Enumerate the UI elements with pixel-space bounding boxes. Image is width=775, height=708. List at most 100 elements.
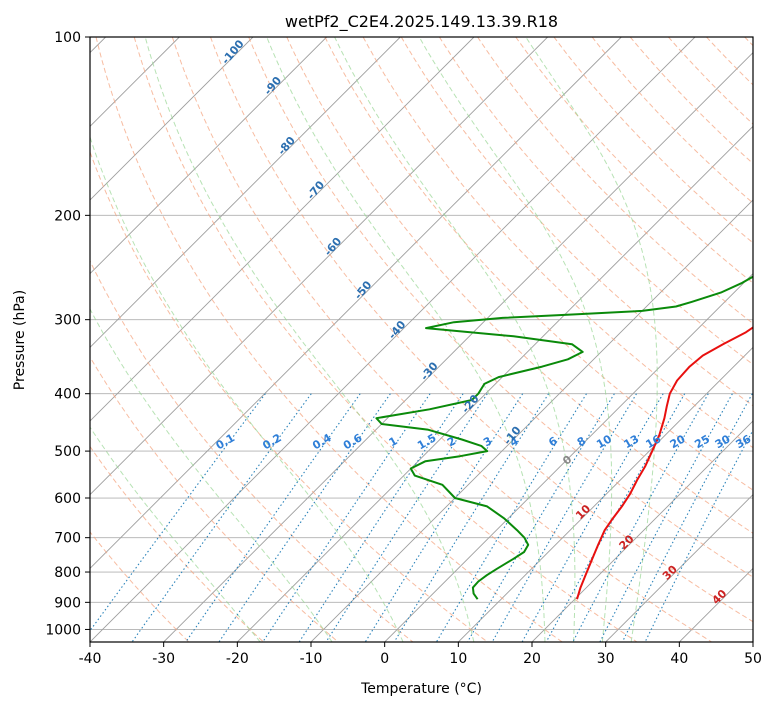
mixing-ratio-line	[218, 393, 391, 642]
isotherm-line	[752, 641, 753, 642]
moist-adiabat	[144, 37, 475, 642]
dry-adiabat	[210, 37, 753, 623]
isotherm-line	[90, 37, 254, 201]
y-tick-label: 700	[54, 531, 81, 547]
isotherm-line	[531, 420, 753, 642]
isotherm-line	[90, 37, 622, 569]
isotherm-line	[458, 346, 753, 642]
dry-adiabat-label: -70	[304, 178, 327, 202]
isotherm-line	[237, 125, 753, 642]
mixing-ratio-label: 36	[733, 432, 753, 451]
dry-adiabat	[706, 37, 753, 86]
dry-adiabat	[515, 37, 753, 284]
isotherm-label: 40	[709, 587, 729, 607]
moist-adiabat	[418, 37, 613, 642]
isotherm-line	[679, 567, 753, 642]
dry-adiabat	[400, 37, 753, 407]
mixing-ratio-label: 0.2	[260, 431, 283, 452]
mixing-ratio-line	[393, 393, 550, 642]
dry-adiabat-label: -20	[459, 392, 482, 416]
x-tick-label: 0	[380, 651, 389, 667]
mixing-ratio-label: 0.6	[341, 431, 365, 452]
dry-adiabat	[438, 37, 753, 366]
dry-adiabat-label: -60	[322, 235, 345, 259]
axes: -40 -30 -20 -10 0 10 20 30 40 5010020030040050060…	[45, 30, 762, 667]
y-tick-label: 100	[54, 30, 81, 46]
dry-adiabat	[90, 259, 414, 642]
mixing-ratio-label: 0.4	[310, 431, 334, 452]
y-tick-label: 200	[54, 208, 81, 224]
isotherm-line	[90, 37, 696, 642]
x-tick-label: 20	[523, 651, 541, 667]
moist-adiabat	[525, 37, 658, 642]
mixing-ratio-label: 16	[644, 432, 664, 451]
dry-adiabat	[95, 37, 563, 642]
mixing-ratio-label: 20	[668, 432, 688, 451]
mixing-ratio-line	[185, 393, 361, 642]
isotherm-line	[163, 52, 753, 642]
dry-adiabat	[553, 37, 753, 244]
mixing-ratio-line	[325, 393, 488, 642]
dewpoint-profile	[375, 275, 753, 600]
mixing-ratio-line	[298, 393, 464, 642]
x-tick-label: 10	[449, 651, 467, 667]
chart-title: wetPf2_C2E4.2025.149.13.39.R18	[285, 12, 558, 32]
dry-adiabat	[133, 37, 638, 642]
isotherm-line	[90, 37, 401, 348]
mixing-ratio-label: 6	[546, 434, 559, 449]
isotherm-line	[90, 37, 548, 496]
mixing-ratio-line	[262, 393, 431, 642]
x-tick-label: -20	[226, 651, 249, 667]
dry-adiabat	[90, 150, 488, 642]
dry-adiabat	[629, 37, 753, 165]
moist-adiabat	[90, 135, 404, 642]
isotherm-line	[605, 494, 753, 642]
isotherm-label: 30	[660, 563, 680, 583]
moist-adiabat	[334, 37, 576, 642]
moist-adiabat	[90, 308, 333, 642]
isotherm-line	[384, 273, 753, 642]
dry-adiabat	[591, 37, 753, 204]
dry-adiabat	[248, 37, 753, 578]
mixing-ratio-line	[467, 393, 615, 642]
mixing-ratio-label: 8	[575, 434, 588, 449]
dry-adiabat	[90, 531, 190, 642]
plot-frame	[89, 36, 754, 643]
dry-adiabat	[362, 37, 753, 449]
mixing-ratio-line	[572, 393, 709, 642]
x-tick-label: 30	[597, 651, 615, 667]
mixing-ratio-line	[435, 393, 587, 642]
mixing-ratio-line	[599, 393, 733, 642]
isotherm-label: 20	[617, 532, 637, 552]
y-axis-label: Pressure (hPa)	[12, 290, 28, 390]
mixing-ratio-line	[521, 393, 664, 642]
y-tick-label: 900	[54, 595, 81, 611]
y-tick-label: 600	[54, 491, 81, 507]
x-axis-label: Temperature (°C)	[360, 681, 482, 697]
mixing-ratio-label: 25	[692, 432, 712, 451]
mixing-ratio-label: 2	[445, 434, 458, 449]
profile-lines	[375, 275, 753, 600]
temperature-profile	[576, 326, 753, 600]
dry-adiabat-label: -80	[275, 134, 298, 158]
dry-adiabat-label: -40	[386, 318, 409, 342]
dry-adiabat	[744, 37, 753, 47]
moist-adiabat	[266, 37, 546, 642]
dry-adiabat	[90, 356, 339, 642]
x-tick-label: -10	[300, 651, 323, 667]
mixing-ratio-line	[364, 393, 524, 642]
mixing-ratio-label: 30	[713, 432, 733, 451]
dry-adiabat	[171, 37, 712, 642]
mixing-ratio-line	[131, 393, 312, 642]
mixing-ratio-label: 0.1	[214, 431, 237, 452]
y-tick-label: 800	[54, 565, 81, 581]
mixing-ratio-line	[545, 393, 686, 642]
dry-adiabat-label: -10	[501, 424, 524, 448]
y-tick-label: 400	[54, 387, 81, 403]
dry-adiabat	[668, 37, 753, 125]
moist-adiabat	[90, 426, 261, 642]
dry-adiabat-label: -30	[418, 359, 441, 383]
mixing-ratio-line	[644, 428, 753, 642]
mixing-ratio-line	[621, 393, 753, 642]
